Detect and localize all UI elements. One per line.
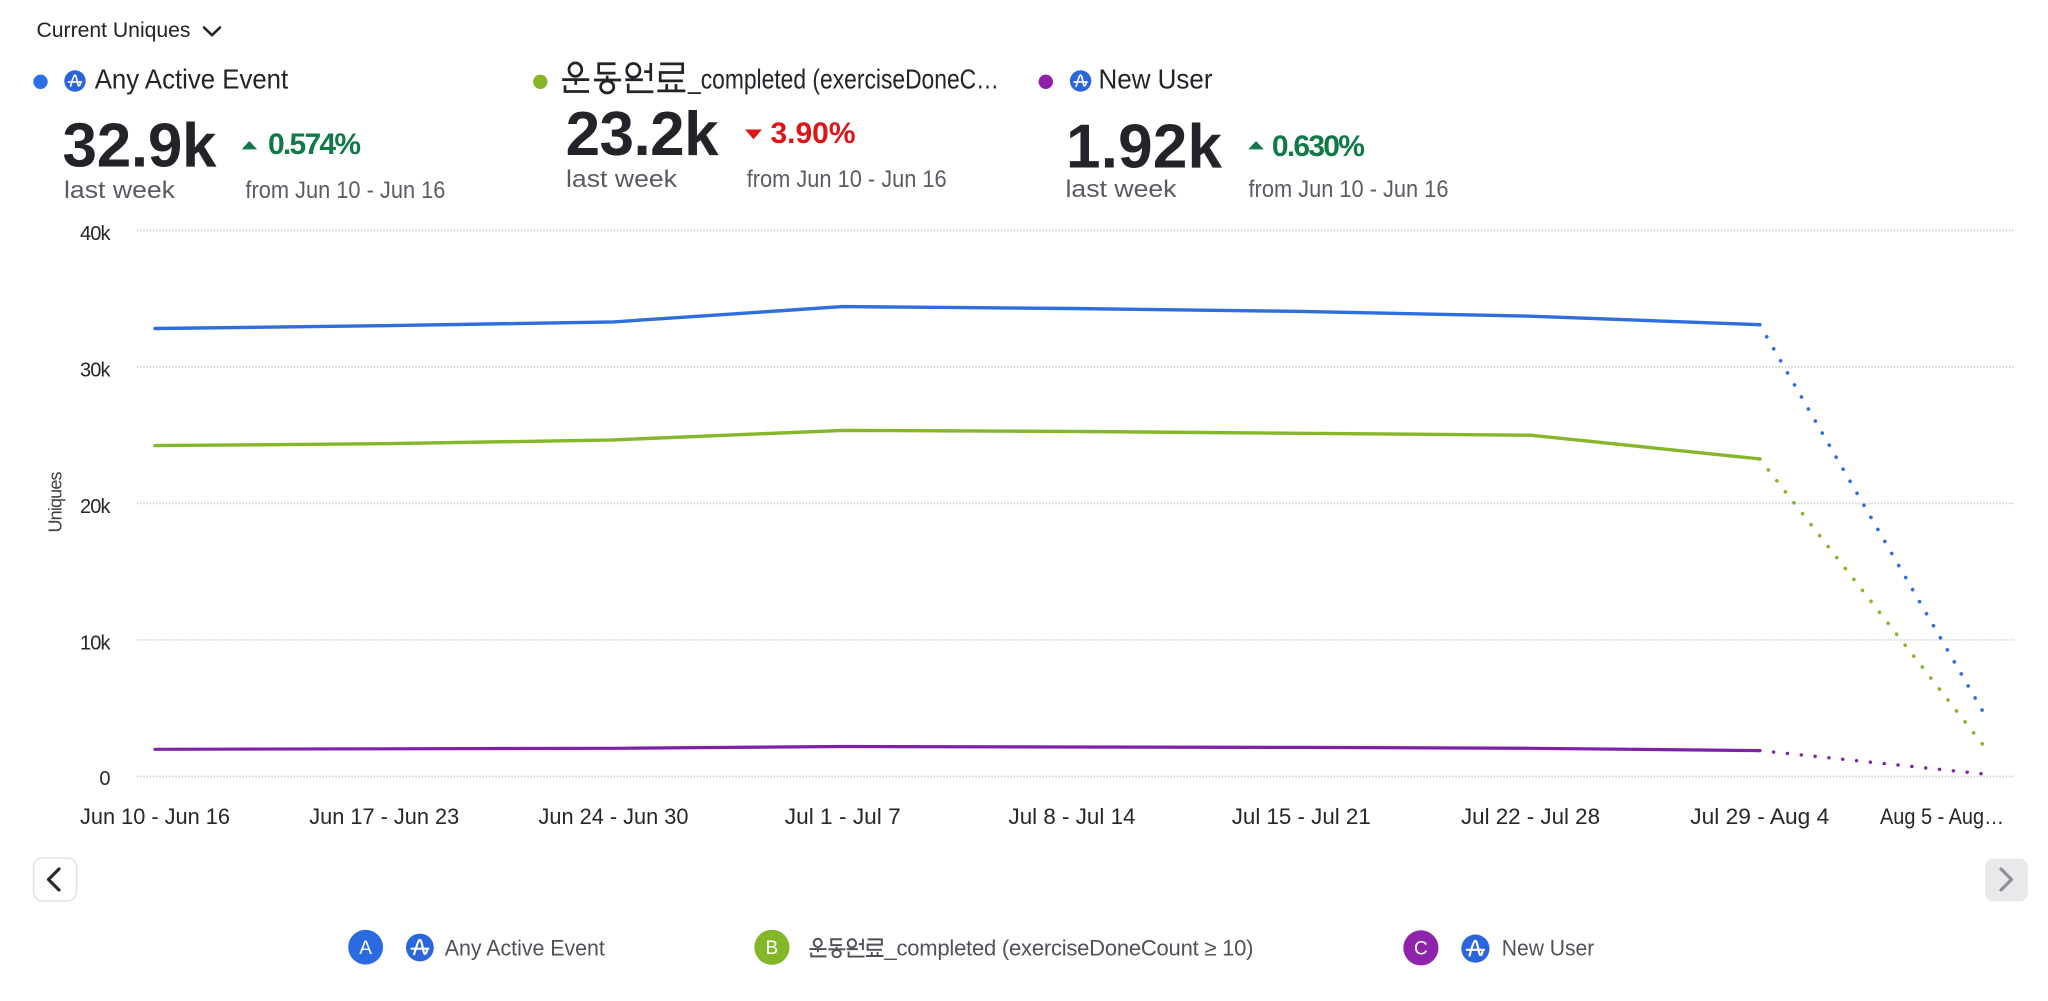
svg-text:23.2k: 23.2k	[566, 100, 720, 169]
svg-text:0.574%: 0.574%	[268, 128, 361, 161]
svg-text:last week: last week	[64, 177, 176, 204]
svg-text:Jul 8 - Jul 14: Jul 8 - Jul 14	[1009, 804, 1136, 829]
svg-text:0: 0	[99, 768, 110, 790]
svg-text:Jul 22 - Jul 28: Jul 22 - Jul 28	[1461, 804, 1600, 829]
svg-text:from Jun 10 - Jun 16: from Jun 10 - Jun 16	[747, 166, 947, 193]
svg-text:last week: last week	[566, 166, 678, 193]
svg-text:_completed (exerciseDoneC…: _completed (exerciseDoneC…	[687, 64, 999, 95]
svg-text:Uniques: Uniques	[46, 472, 66, 533]
svg-text:from Jun 10 - Jun 16: from Jun 10 - Jun 16	[245, 177, 445, 204]
svg-text:32.9k: 32.9k	[63, 112, 218, 181]
svg-text:Any Active Event: Any Active Event	[445, 936, 605, 961]
svg-text:0.630%: 0.630%	[1272, 130, 1365, 163]
svg-text:New User: New User	[1099, 64, 1213, 95]
svg-text:30k: 30k	[80, 359, 112, 381]
svg-text:Current Uniques: Current Uniques	[37, 19, 191, 42]
svg-text:_completed (exerciseDoneCount: _completed (exerciseDoneCount ≥ 10)	[884, 936, 1254, 961]
svg-text:B: B	[766, 938, 779, 959]
svg-text:Any Active Event: Any Active Event	[95, 64, 289, 95]
svg-text:Jun 24 - Jun 30: Jun 24 - Jun 30	[539, 804, 689, 829]
svg-text:Jul 15 - Jul 21: Jul 15 - Jul 21	[1232, 804, 1371, 829]
svg-text:last week: last week	[1066, 176, 1178, 203]
svg-text:20k: 20k	[80, 496, 112, 518]
svg-text:Aug 5 - Aug…: Aug 5 - Aug…	[1880, 804, 2004, 829]
svg-text:C: C	[1414, 939, 1428, 960]
svg-text:Jul 29 - Aug 4: Jul 29 - Aug 4	[1690, 804, 1829, 829]
svg-text:from Jun 10 - Jun 16: from Jun 10 - Jun 16	[1249, 176, 1449, 203]
svg-text:3.90%: 3.90%	[771, 117, 856, 150]
svg-text:1.92k: 1.92k	[1066, 113, 1223, 182]
svg-text:10k: 10k	[80, 632, 112, 654]
svg-text:New User: New User	[1502, 936, 1595, 961]
svg-text:Jun 17 - Jun 23: Jun 17 - Jun 23	[309, 804, 459, 829]
svg-text:Jul 1 - Jul 7: Jul 1 - Jul 7	[785, 804, 901, 829]
svg-text:A: A	[359, 938, 372, 959]
svg-text:Jun 10 - Jun 16: Jun 10 - Jun 16	[80, 804, 230, 829]
svg-text:40k: 40k	[80, 223, 112, 245]
